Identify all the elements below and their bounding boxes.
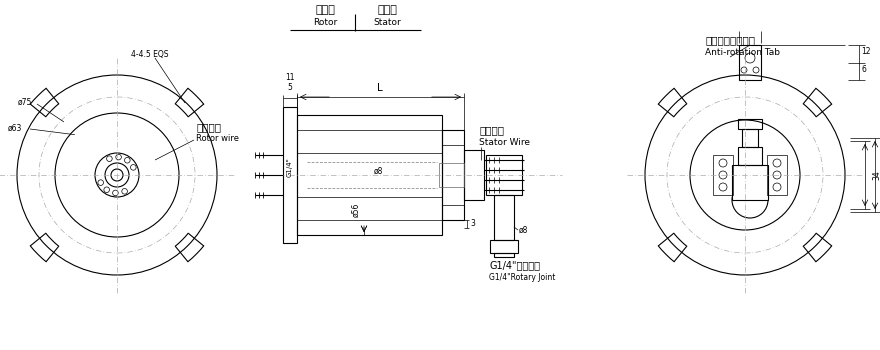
Bar [732,165,768,200]
Text: ø8: ø8 [374,167,384,175]
Text: 3: 3 [470,219,475,229]
Text: 转子出线: 转子出线 [196,122,221,132]
Bar [283,107,297,243]
Text: ø8: ø8 [519,225,528,234]
Text: ø63: ø63 [8,124,22,133]
Text: 12: 12 [861,47,870,56]
Bar [486,155,522,195]
Bar [739,45,761,80]
Bar [442,130,464,220]
Text: 6: 6 [861,64,866,74]
Text: 5: 5 [288,83,292,92]
Text: ø75: ø75 [18,98,33,106]
Bar [439,163,464,187]
Bar [494,195,514,240]
Text: 定子出线: 定子出线 [479,125,504,135]
Text: 转子边: 转子边 [315,5,335,15]
Text: G1/4"Rotary Joint: G1/4"Rotary Joint [489,273,555,282]
Text: 4-4.5 EQS: 4-4.5 EQS [131,50,169,60]
Text: ø56: ø56 [351,203,360,217]
Text: Rotor wire: Rotor wire [196,134,239,143]
Text: Stator Wire: Stator Wire [479,138,530,147]
Text: 34: 34 [872,170,880,180]
Bar [464,150,484,200]
Bar [738,147,762,165]
Text: Stator: Stator [373,18,401,27]
Text: G1/4": G1/4" [287,157,293,177]
Text: 止转片（可调节）: 止转片（可调节） [705,35,755,45]
Bar [494,253,514,257]
Text: 定子边: 定子边 [377,5,397,15]
Bar [297,115,442,235]
Bar [490,240,518,253]
Text: G1/4"旋转接头: G1/4"旋转接头 [489,260,540,270]
Bar [767,155,787,195]
Bar [738,119,762,129]
Bar [742,129,758,147]
Text: Rotor: Rotor [313,18,337,27]
Text: L: L [378,83,383,93]
Text: Anti-rotation Tab: Anti-rotation Tab [705,48,780,57]
Bar [713,155,733,195]
Text: 11: 11 [285,73,295,82]
